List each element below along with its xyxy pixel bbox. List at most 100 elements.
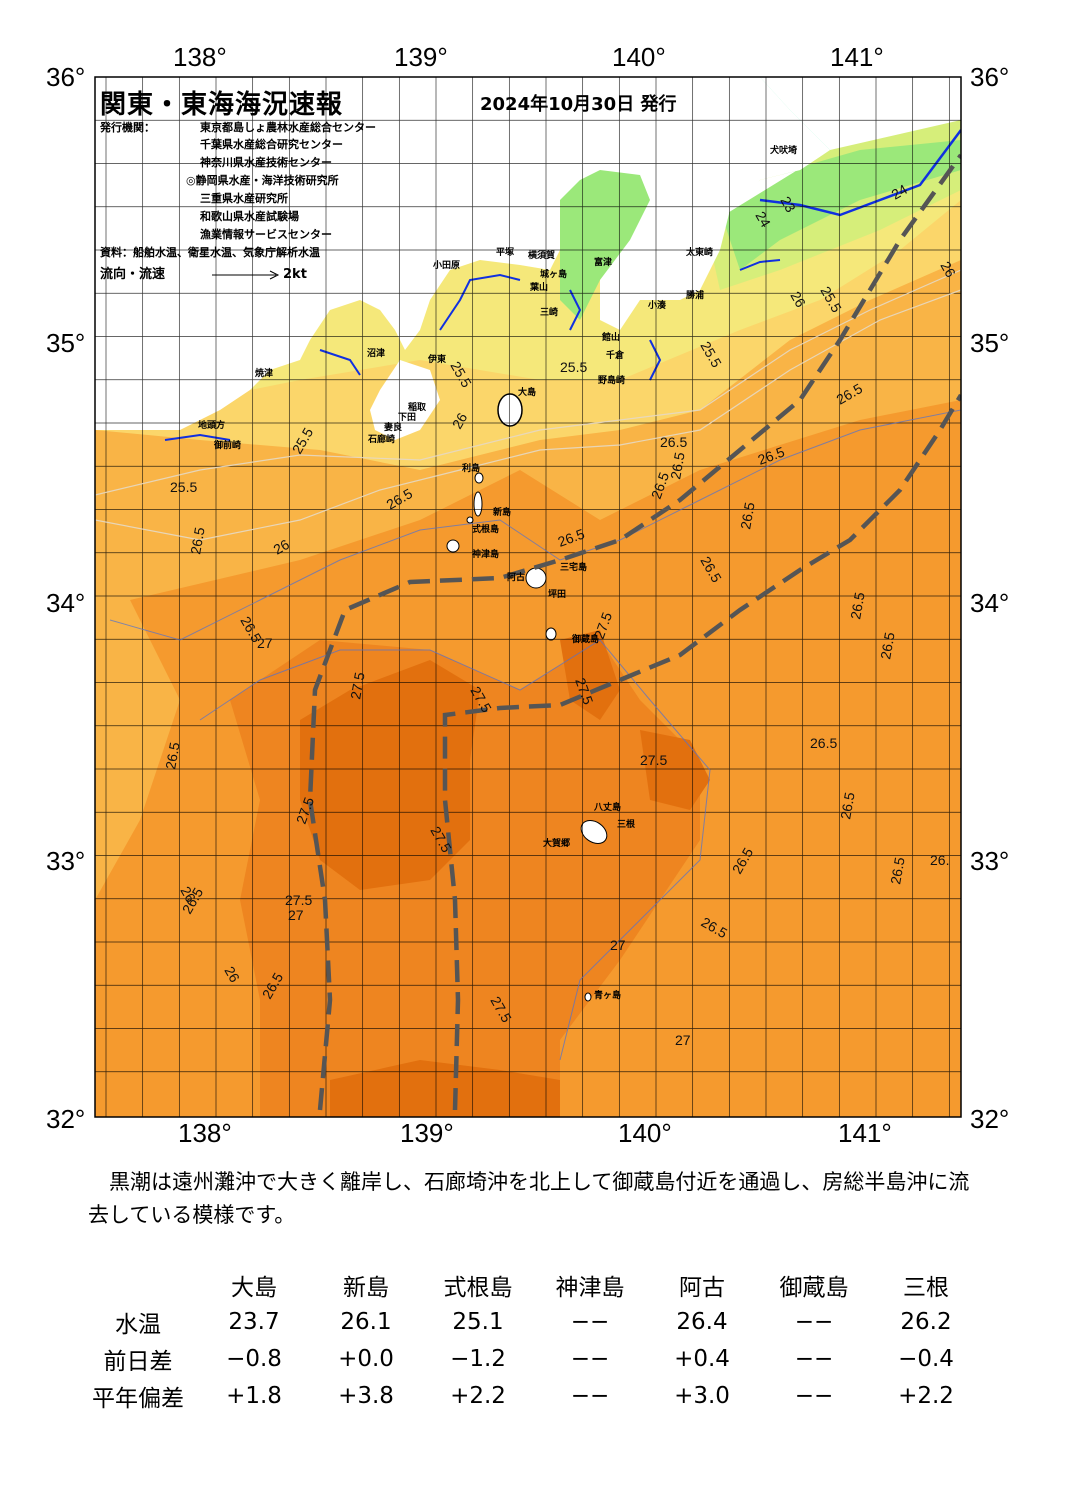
island-mikura (545, 627, 557, 641)
sea-zone-above-275 (300, 660, 480, 890)
lon-label-bottom-139: 139° (400, 1118, 454, 1148)
table-cell: −− (794, 1308, 834, 1335)
tokyo-bay-zone (560, 165, 660, 320)
place-mikurajima: 御蔵島 (572, 635, 600, 645)
svg-text:26.5: 26.5 (887, 856, 908, 886)
svg-text:26.5: 26.5 (877, 631, 898, 661)
place-shikinejima: 式根島 (472, 525, 500, 535)
row-label-normal-diff: 平年偏差 (92, 1385, 184, 1412)
table-cell: +0.4 (674, 1345, 730, 1372)
island-miyake (525, 567, 547, 589)
table-cell: 26.1 (340, 1308, 392, 1335)
lat-label-right-34: 34° (970, 588, 1010, 618)
row-label-water-temp: 水温 (115, 1311, 161, 1338)
place-kozushima: 神津島 (472, 550, 500, 560)
land-honshu (95, 77, 830, 430)
place-kominato: 小湊 (648, 301, 667, 311)
river-fuji (319, 349, 361, 376)
svg-text:26: 26 (221, 964, 243, 986)
flow-legend-label: 流向・流速 (100, 267, 166, 282)
svg-text:26: 26 (787, 289, 809, 311)
lat-lon-grid (95, 77, 961, 1117)
place-yaizu: 焼津 (255, 369, 274, 379)
place-hayama: 葉山 (530, 283, 549, 293)
lat-label-right-32: 32° (970, 1104, 1010, 1134)
lon-label-bottom-138: 138° (178, 1118, 232, 1148)
table-cell: 26.2 (900, 1308, 952, 1335)
island-oshima (497, 393, 523, 427)
station-temperature-table: 大島 新島 式根島 神津島 阿古 御蔵島 三根 水温 23.7 26.1 25.… (78, 1266, 982, 1414)
place-taitozaki: 太東崎 (686, 248, 714, 258)
table-col-niijima: 新島 (343, 1274, 389, 1301)
svg-text:25.5: 25.5 (560, 359, 587, 375)
table-cell: −0.4 (898, 1345, 954, 1372)
svg-text:26.5: 26.5 (810, 735, 837, 751)
svg-text:27: 27 (675, 1032, 691, 1048)
place-aogashima: 青ヶ島 (594, 991, 622, 1001)
place-futtsu: 富津 (594, 258, 613, 268)
table-col-ako: 阿古 (679, 1274, 725, 1301)
sea-temperature-map: 25.5 25.5 26.5 26.5 27 27.5 27.5 27.5 26… (94, 76, 962, 1118)
table-row: 水温 23.7 26.1 25.1 −− 26.4 −− 26.2 (78, 1303, 982, 1340)
page-title: 関東・東海海況速報 (100, 90, 344, 120)
lon-label-top-141: 141° (830, 42, 884, 72)
place-oshima: 大島 (518, 388, 537, 398)
place-inatori: 稲取 (408, 403, 427, 413)
issuer-label: 発行機関： (100, 121, 155, 134)
table-row: 平年偏差 +1.8 +3.8 +2.2 −− +3.0 −− +2.2 (78, 1377, 982, 1414)
issuer-7: 漁業情報サービスセンター (200, 228, 332, 241)
place-hiratsuka: 平塚 (496, 248, 515, 258)
lat-label-left-35: 35° (46, 328, 86, 358)
data-source: 資料：船舶水温、衛星水温、気象庁解析水温 (100, 246, 320, 259)
table-corner (78, 1266, 198, 1303)
table-header-row: 大島 新島 式根島 神津島 阿古 御蔵島 三根 (78, 1266, 982, 1303)
issuer-2: 千葉県水産総合研究センター (200, 138, 343, 151)
river-boso (649, 339, 662, 381)
place-katsuura: 勝浦 (686, 291, 705, 301)
issuer-3: 神奈川県水産技術センター (200, 156, 332, 169)
lat-label-left-32: 32° (46, 1104, 86, 1134)
kuroshio-axis-branch (442, 393, 961, 1111)
lat-label-left-33: 33° (46, 846, 86, 876)
svg-text:26: 26 (271, 536, 293, 558)
island-kozushima (446, 539, 460, 553)
place-miyake: 三宅島 (560, 563, 588, 573)
land-boso (700, 77, 961, 230)
table-col-kozushima: 神津島 (555, 1274, 625, 1301)
svg-text:27: 27 (610, 937, 626, 953)
kuroshio-axis-offshore (307, 153, 961, 1111)
river-tama (569, 289, 582, 331)
issuer-4: ◎静岡県水産・海洋技術研究所 (186, 174, 339, 187)
svg-text:26.5: 26.5 (737, 501, 758, 531)
place-irozaki: 石廊崎 (368, 435, 396, 445)
island-aogashima (584, 992, 592, 1002)
table-row: 前日差 −0.8 +0.0 −1.2 −− +0.4 −− −0.4 (78, 1340, 982, 1377)
isotherm-255 (95, 269, 961, 496)
place-shimoda: 下田 (398, 413, 417, 423)
table-col-mitsune: 三根 (903, 1274, 949, 1301)
issuer-6: 和歌山県水産試験場 (200, 210, 299, 223)
svg-text:23: 23 (777, 194, 799, 216)
flow-scale-value: 2kt (283, 267, 307, 282)
issuer-5: 三重県水産研究所 (200, 192, 288, 205)
table-cell: +2.2 (898, 1382, 954, 1409)
svg-text:26: 26 (449, 410, 471, 432)
lat-label-left-36: 36° (46, 62, 86, 92)
svg-text:26.5: 26.5 (162, 741, 183, 771)
svg-text:26: 26 (937, 259, 959, 281)
table-cell: 25.1 (452, 1308, 504, 1335)
island-niijima (473, 491, 483, 517)
svg-text:27: 27 (257, 635, 273, 651)
table-cell: +1.8 (226, 1382, 282, 1409)
svg-text:27.5: 27.5 (640, 752, 667, 768)
table-cell: −− (570, 1345, 610, 1372)
place-ihama: 妻良 (384, 423, 403, 433)
table-col-mikurajima: 御蔵島 (779, 1274, 849, 1301)
place-numazu: 沼津 (367, 349, 386, 359)
place-chikura: 千倉 (606, 351, 625, 361)
svg-text:26.5: 26.5 (847, 591, 868, 621)
river-kuji (739, 259, 781, 271)
lat-label-left-34: 34° (46, 588, 86, 618)
table-cell: −− (794, 1382, 834, 1409)
place-ako: 阿古 (507, 573, 526, 583)
